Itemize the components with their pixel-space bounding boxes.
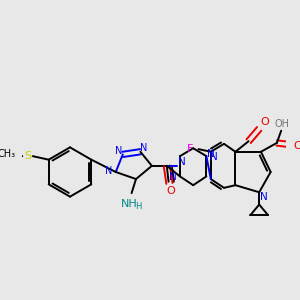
Text: S: S bbox=[24, 151, 31, 161]
Text: N: N bbox=[169, 172, 177, 182]
Text: N: N bbox=[140, 143, 148, 153]
Text: N: N bbox=[105, 166, 112, 176]
Text: N: N bbox=[207, 148, 215, 158]
Text: O: O bbox=[293, 141, 300, 151]
Text: N: N bbox=[260, 192, 268, 202]
Text: F: F bbox=[188, 144, 194, 154]
Text: N: N bbox=[210, 152, 217, 162]
Text: NH: NH bbox=[121, 199, 137, 209]
Text: O: O bbox=[260, 117, 269, 127]
Text: N: N bbox=[115, 146, 122, 156]
Text: O: O bbox=[166, 186, 175, 197]
Text: OH: OH bbox=[274, 118, 290, 129]
Text: N: N bbox=[178, 157, 186, 167]
Text: H: H bbox=[135, 202, 142, 211]
Text: CH₃: CH₃ bbox=[0, 148, 16, 158]
